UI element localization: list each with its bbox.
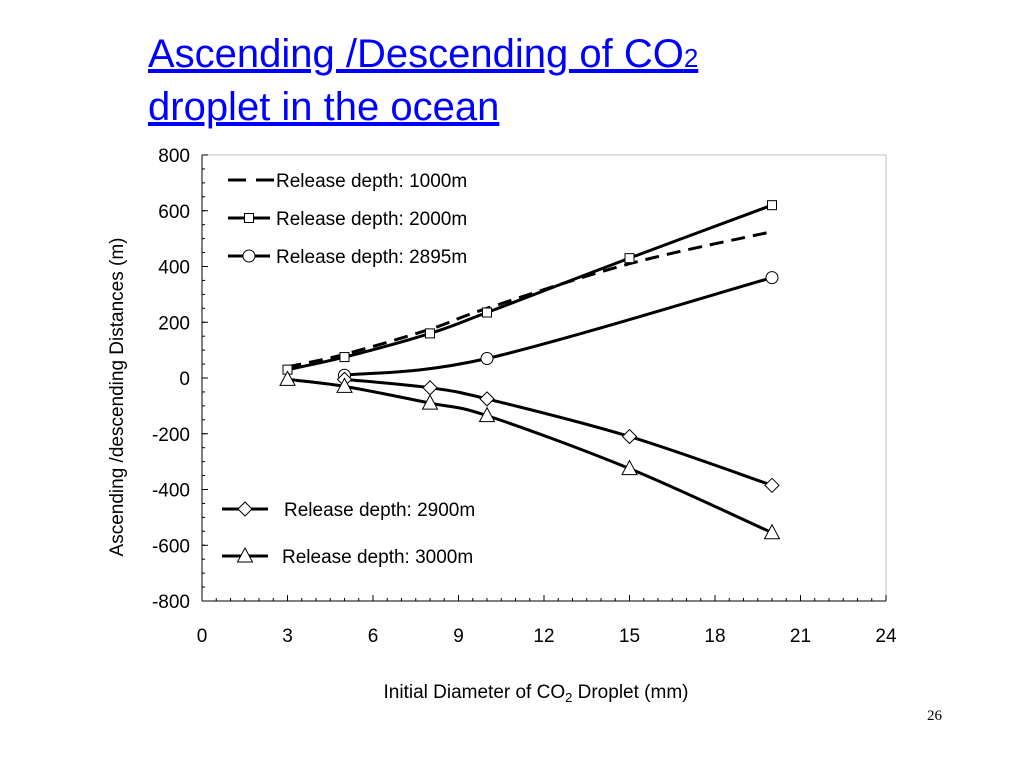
legend-label-1: Release depth: 1000m — [276, 171, 467, 192]
axis-ticks — [201, 154, 887, 602]
x-tick-label: 15 — [619, 626, 640, 647]
x-tick-label: 6 — [368, 626, 379, 647]
data-point-marker — [425, 328, 435, 339]
data-point-marker — [763, 523, 781, 540]
series-line-3 — [344, 276, 773, 377]
data-point-marker — [479, 391, 495, 407]
legend-marker-5 — [236, 546, 254, 563]
data-point-marker — [336, 377, 353, 393]
y-tick-label: 200 — [158, 313, 190, 334]
x-axis-label-subscript: 2 — [565, 690, 572, 705]
x-tick-label: 9 — [453, 626, 464, 647]
title-main: Ascending /Descending of CO — [148, 32, 684, 76]
legend-marker-4 — [237, 501, 253, 517]
y-axis-label: Ascending /descending Distances (m) — [107, 238, 128, 557]
data-point-marker — [422, 380, 438, 396]
data-point-marker — [421, 394, 439, 410]
data-point-marker — [279, 370, 296, 386]
slide-title: Ascending /Descending of CO2 droplet in t… — [148, 30, 908, 132]
x-axis-label: Initial Diameter of CO2 Droplet (mm) — [384, 682, 689, 705]
data-point-marker — [767, 200, 777, 211]
y-tick-label: 0 — [179, 369, 190, 390]
legend-marker-2 — [244, 213, 254, 223]
page-number: 26 — [927, 708, 942, 724]
series-markers — [279, 200, 781, 540]
data-point-marker — [621, 459, 638, 476]
x-tick-label: 21 — [790, 626, 811, 647]
y-tick-label: -800 — [152, 592, 190, 613]
series-line-4 — [344, 377, 773, 487]
x-tick-label: 24 — [875, 626, 897, 647]
x-axis-label-main: Initial Diameter of CO — [384, 682, 566, 703]
y-tick-label: 400 — [158, 258, 190, 279]
tick-labels: 800 600 400 200 0 -200 -400 -600 -800 0 3 6 9 12 15 18 2… — [152, 146, 897, 647]
data-point-marker — [482, 307, 492, 318]
legend-label-2: Release depth: 2000m — [276, 209, 467, 230]
data-point-marker — [339, 352, 350, 363]
data-point-marker — [621, 428, 638, 445]
legend-label-3: Release depth: 2895m — [276, 247, 467, 268]
y-tick-label: 800 — [158, 146, 190, 167]
y-tick-label: -400 — [152, 481, 190, 502]
data-point-marker — [765, 271, 779, 285]
legend-label-4: Release depth: 2900m — [284, 500, 475, 521]
y-tick-label: -600 — [152, 536, 190, 557]
legend: Release depth: 1000m Release depth: 2000m… — [222, 171, 475, 568]
data-point-marker — [764, 477, 780, 494]
x-axis-label-rest: Droplet (mm) — [572, 682, 688, 703]
y-tick-label: -200 — [152, 425, 190, 446]
legend-label-5: Release depth: 3000m — [282, 547, 473, 568]
x-tick-label: 18 — [704, 626, 725, 647]
data-point-marker — [624, 253, 635, 264]
y-tick-label: 600 — [158, 202, 190, 223]
title-line2: droplet in the ocean — [148, 85, 500, 129]
data-point-marker — [480, 351, 494, 365]
title-subscript: 2 — [683, 43, 699, 73]
legend-marker-3 — [242, 249, 256, 263]
x-tick-label: 3 — [282, 626, 293, 647]
data-point-marker — [478, 406, 496, 423]
x-tick-label: 0 — [197, 626, 208, 647]
x-tick-label: 12 — [533, 626, 554, 647]
